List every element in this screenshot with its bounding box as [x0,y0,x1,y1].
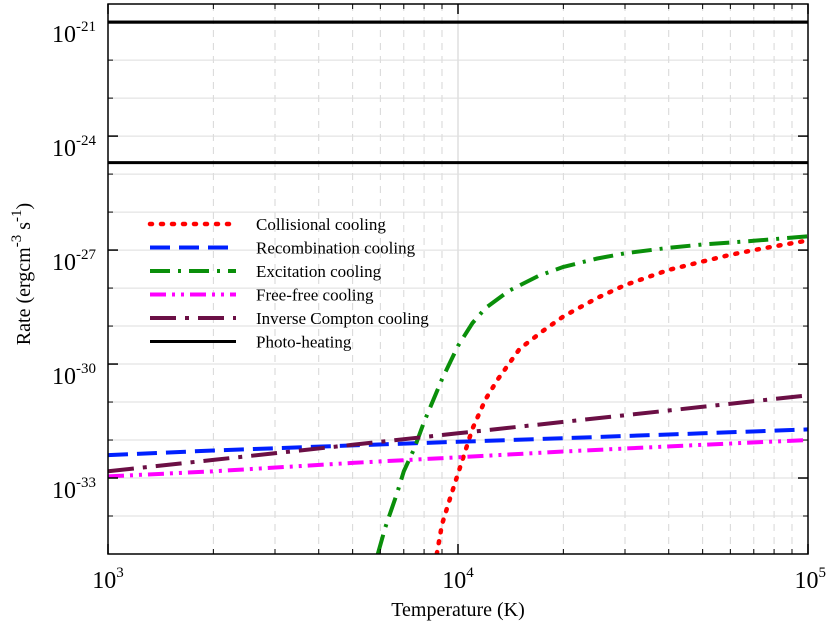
legend: Collisional cooling Recombination cooling… [147,215,429,352]
recombination-cooling-line [108,427,808,458]
legend-label-recombination-cooling: Recombination cooling [256,239,416,258]
excitation-cooling-line [375,234,808,554]
legend-label-excitation-cooling: Excitation cooling [256,262,382,281]
y-tick-label: 10-27 [52,247,96,276]
collisional-cooling-line [434,238,808,554]
series-layer [108,20,808,554]
legend-label-free-free-cooling: Free-free cooling [256,286,374,305]
inverse-compton-cooling-line [108,393,808,474]
x-tick-label: 103 [92,565,124,594]
y-axis-title: Rate (ergcm-3 s-1) [9,203,35,345]
y-tick-label: 10-30 [52,361,96,390]
x-tick-label: 104 [442,565,474,594]
axis-labels: 103 104 105 10-21 10-24 10-27 10-30 10-33 [52,19,826,594]
x-axis-title: Temperature (K) [391,599,525,621]
legend-label-collisional-cooling: Collisional cooling [256,215,386,234]
y-tick-label: 10-21 [52,19,96,48]
y-tick-label: 10-24 [52,133,96,162]
legend-label-photo-heating: Photo-heating [256,333,352,352]
legend-label-inverse-compton-cooling: Inverse Compton cooling [256,309,429,328]
axis-ticks [107,4,809,555]
grid [107,4,809,555]
x-tick-label: 105 [795,565,827,594]
y-tick-label: 10-33 [52,475,96,504]
